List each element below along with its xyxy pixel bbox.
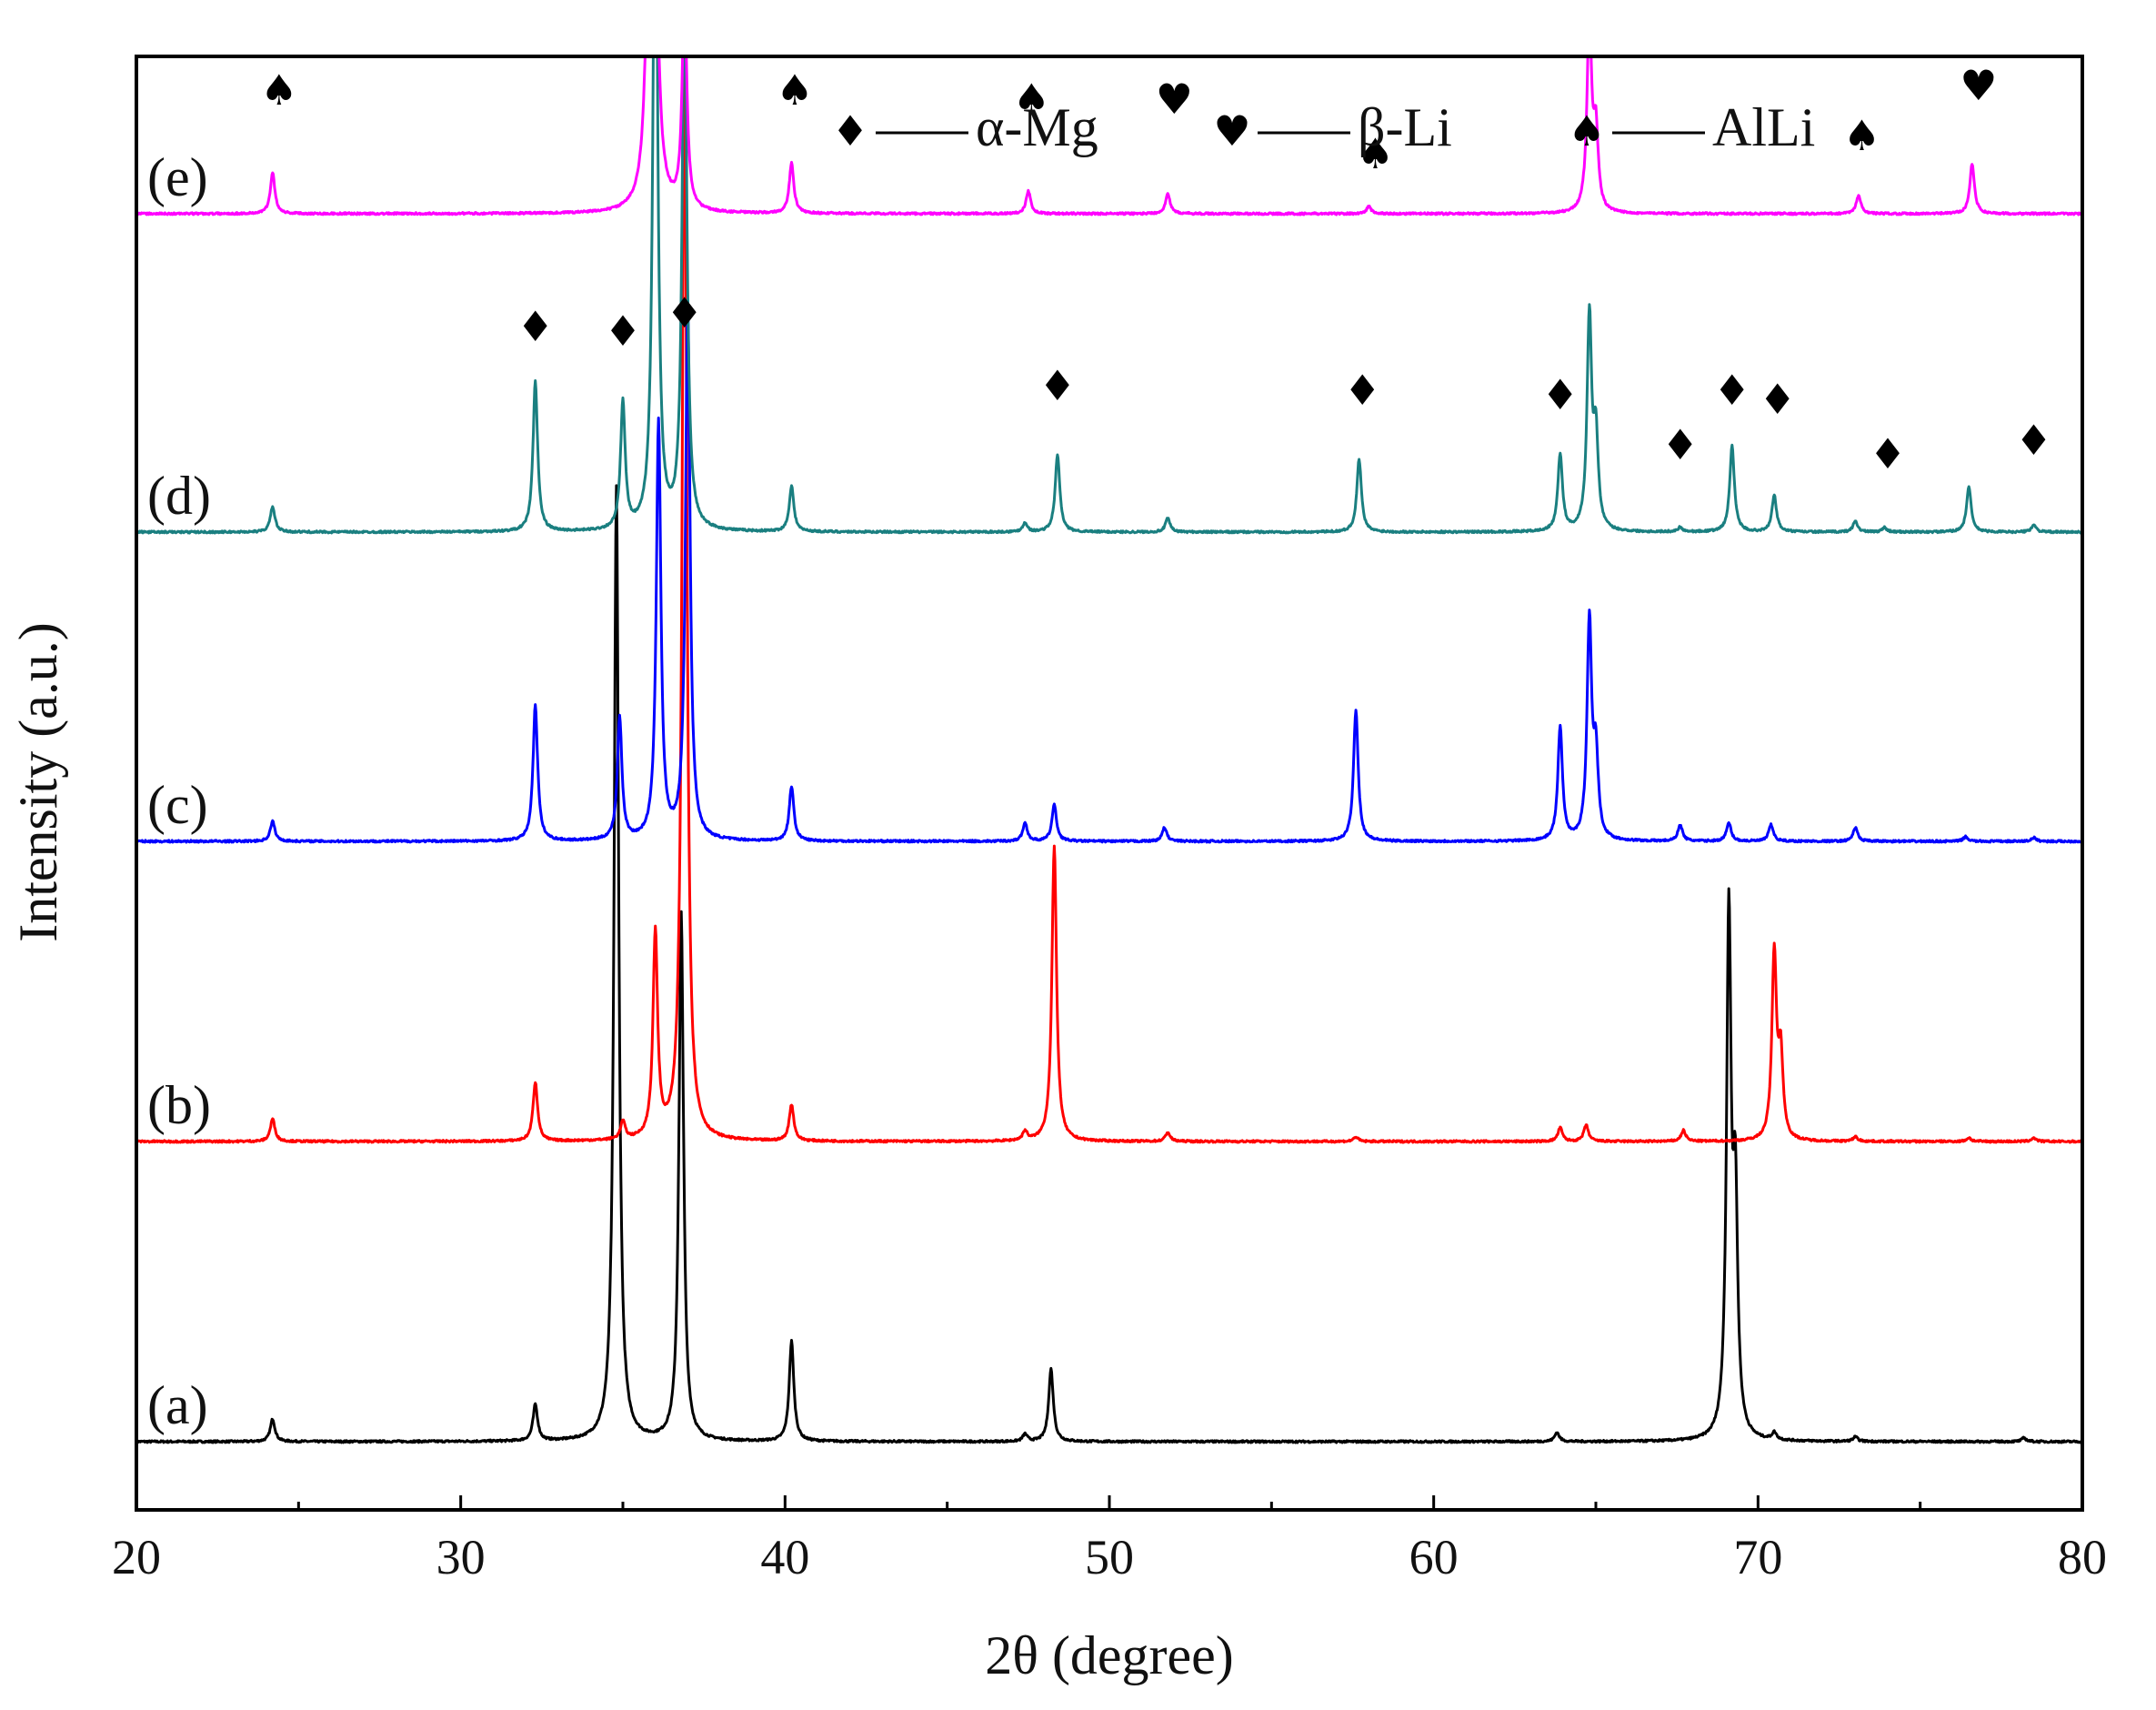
peak-marker-18: ♦ bbox=[1869, 429, 1906, 478]
series-line-c bbox=[136, 298, 2082, 844]
x-tick-label: 50 bbox=[1085, 1530, 1134, 1584]
y-axis-title: Intensity (a.u.) bbox=[8, 622, 68, 942]
x-axis-title: 2θ (degree) bbox=[985, 1625, 1234, 1685]
peak-marker-13: ♦ bbox=[1344, 366, 1381, 415]
peak-marker-12: ♦ bbox=[1038, 361, 1076, 410]
legend-item-spade: ♠ AlLi bbox=[1568, 97, 1815, 157]
series-label-e: (e) bbox=[147, 147, 208, 207]
x-tick-label: 30 bbox=[436, 1530, 486, 1584]
legend-item-diamond: ♦ α-Mg bbox=[831, 97, 1098, 157]
legend-label: β-Li bbox=[1358, 97, 1452, 157]
peak-marker-3: ♠ bbox=[1013, 75, 1050, 124]
legend-label: α-Mg bbox=[976, 97, 1098, 157]
peak-marker-0: ♠ bbox=[260, 65, 297, 115]
peak-marker-15: ♦ bbox=[1661, 420, 1699, 469]
series-line-d bbox=[136, 56, 2082, 535]
x-tick-group: 20 30 40 50 60 70 80 bbox=[112, 1495, 2107, 1584]
series-line-e bbox=[136, 56, 2082, 216]
peak-marker-group: ♠♥♠♠♥♠♥♠♥♦♦♦♦♦♦♦♦♦♦♦ bbox=[260, 61, 2052, 478]
peak-marker-5: ♠ bbox=[1357, 129, 1394, 178]
legend: ♦ α-Mg ♥ β-Li ♠ AlLi bbox=[831, 97, 1815, 157]
peak-marker-19: ♦ bbox=[2015, 416, 2052, 465]
legend-diamond-icon: ♦ bbox=[831, 106, 868, 156]
legend-item-heart: ♥ β-Li bbox=[1213, 97, 1451, 157]
x-tick-label: 60 bbox=[1409, 1530, 1459, 1584]
peak-marker-10: ♦ bbox=[604, 307, 641, 356]
series-label-d: (d) bbox=[147, 466, 211, 526]
peak-marker-4: ♥ bbox=[1156, 75, 1193, 124]
peak-marker-2: ♠ bbox=[776, 65, 813, 115]
x-tick-label: 70 bbox=[1733, 1530, 1782, 1584]
legend-label: AlLi bbox=[1712, 97, 1815, 157]
x-tick-label: 80 bbox=[2058, 1530, 2107, 1584]
legend-heart-icon: ♥ bbox=[1213, 106, 1250, 156]
peak-marker-7: ♠ bbox=[1843, 111, 1880, 160]
peak-marker-16: ♦ bbox=[1713, 366, 1750, 415]
plot-frame bbox=[135, 55, 2084, 1512]
peak-marker-11: ♦ bbox=[666, 288, 703, 337]
peak-marker-9: ♦ bbox=[516, 302, 554, 351]
series-label-a: (a) bbox=[147, 1375, 208, 1435]
series-label-c: (c) bbox=[147, 775, 208, 835]
peak-marker-17: ♦ bbox=[1759, 375, 1796, 424]
peak-marker-14: ♦ bbox=[1541, 370, 1579, 419]
series-line-a bbox=[136, 484, 2082, 1444]
x-tick-label: 40 bbox=[760, 1530, 809, 1584]
series-line-b bbox=[136, 56, 2082, 1144]
legend-spade-icon: ♠ bbox=[1568, 106, 1605, 156]
series-group bbox=[136, 56, 2082, 1444]
peak-marker-8: ♥ bbox=[1960, 61, 1997, 110]
x-tick-label: 20 bbox=[112, 1530, 161, 1584]
series-label-b: (b) bbox=[147, 1075, 211, 1135]
